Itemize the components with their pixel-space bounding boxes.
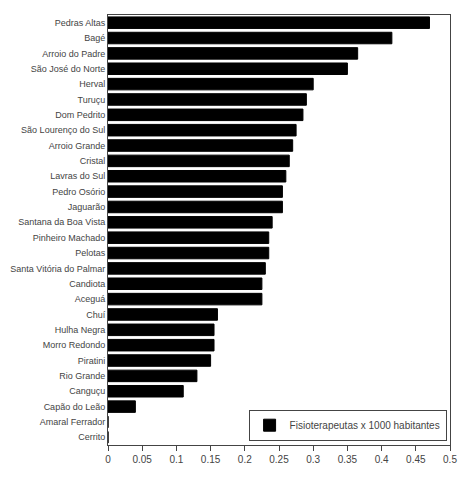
svg-text:0.45: 0.45 bbox=[406, 454, 426, 465]
svg-text:Canguçu: Canguçu bbox=[69, 386, 105, 396]
svg-text:Santana da Boa Vista: Santana da Boa Vista bbox=[18, 217, 105, 227]
svg-text:Candiota: Candiota bbox=[69, 279, 105, 289]
svg-text:0.35: 0.35 bbox=[338, 454, 358, 465]
svg-text:0: 0 bbox=[105, 454, 111, 465]
svg-text:Amaral Ferrador: Amaral Ferrador bbox=[40, 417, 106, 427]
svg-text:0.4: 0.4 bbox=[375, 454, 389, 465]
svg-text:São José do Norte: São José do Norte bbox=[31, 64, 106, 74]
svg-text:0.3: 0.3 bbox=[306, 454, 320, 465]
svg-text:Piratini: Piratini bbox=[78, 356, 106, 366]
svg-text:0.15: 0.15 bbox=[201, 454, 221, 465]
svg-text:0.05: 0.05 bbox=[132, 454, 152, 465]
svg-text:Pinheiro Machado: Pinheiro Machado bbox=[33, 233, 106, 243]
svg-text:Hulha Negra: Hulha Negra bbox=[55, 325, 106, 335]
svg-text:Bagé: Bagé bbox=[84, 33, 105, 43]
svg-text:Pedro Osório: Pedro Osório bbox=[52, 187, 105, 197]
svg-text:Lavras do Sul: Lavras do Sul bbox=[50, 171, 105, 181]
svg-text:Santa Vitória do Palmar: Santa Vitória do Palmar bbox=[10, 264, 105, 274]
svg-text:São Lourenço do Sul: São Lourenço do Sul bbox=[21, 125, 105, 135]
svg-text:Cristal: Cristal bbox=[80, 156, 106, 166]
svg-text:Dom Pedrito: Dom Pedrito bbox=[55, 110, 105, 120]
svg-text:Capão do Leão: Capão do Leão bbox=[44, 402, 106, 412]
svg-text:0.2: 0.2 bbox=[238, 454, 252, 465]
svg-text:Cerrito: Cerrito bbox=[78, 432, 105, 442]
svg-text:Morro Redondo: Morro Redondo bbox=[43, 340, 106, 350]
svg-text:Aceguá: Aceguá bbox=[75, 294, 106, 304]
svg-text:Herval: Herval bbox=[79, 79, 105, 89]
svg-text:Chuí: Chuí bbox=[86, 310, 106, 320]
svg-text:Rio Grande: Rio Grande bbox=[59, 371, 105, 381]
svg-text:0.5: 0.5 bbox=[443, 454, 457, 465]
svg-text:Fisioterapeutas x 1000 habitan: Fisioterapeutas x 1000 habitantes bbox=[290, 420, 440, 431]
svg-text:Jaguarão: Jaguarão bbox=[68, 202, 106, 212]
svg-text:Arroio Grande: Arroio Grande bbox=[49, 141, 106, 151]
svg-text:Turuçu: Turuçu bbox=[78, 95, 106, 105]
svg-text:0.1: 0.1 bbox=[169, 454, 183, 465]
svg-text:Pelotas: Pelotas bbox=[75, 248, 106, 258]
svg-text:0.25: 0.25 bbox=[269, 454, 289, 465]
svg-text:Pedras Altas: Pedras Altas bbox=[55, 18, 106, 28]
svg-text:Arroio do Padre: Arroio do Padre bbox=[42, 49, 105, 59]
